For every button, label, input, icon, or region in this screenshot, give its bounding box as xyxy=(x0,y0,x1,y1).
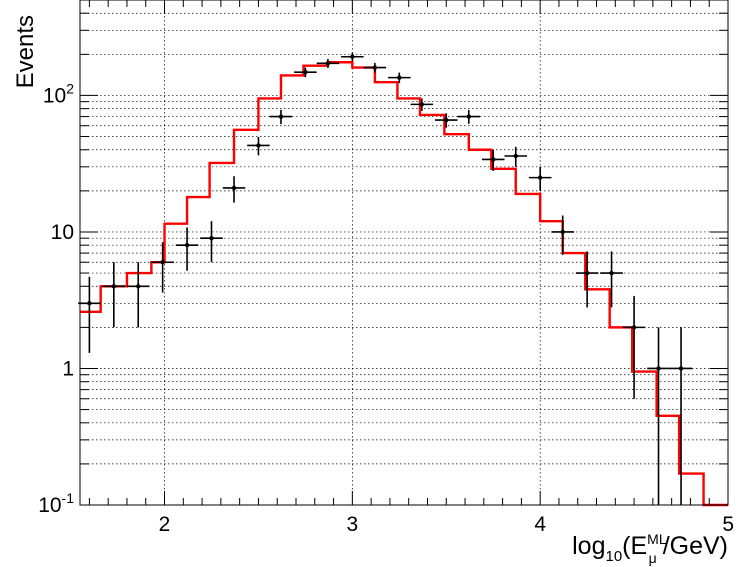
data-point xyxy=(647,327,670,505)
point-marker xyxy=(397,75,402,80)
x-label-energy: (E xyxy=(622,532,647,560)
grid-lines xyxy=(80,0,728,505)
point-marker xyxy=(513,153,518,159)
x-label-log: log xyxy=(572,532,605,560)
point-marker xyxy=(231,185,237,191)
x-tick-label: 4 xyxy=(534,513,546,536)
point-marker xyxy=(160,260,165,265)
point-marker xyxy=(325,61,331,66)
point-marker xyxy=(678,366,684,371)
y-tick-label: 102 xyxy=(43,80,74,107)
point-marker xyxy=(560,229,565,235)
point-marker xyxy=(537,175,543,180)
data-point xyxy=(200,221,223,263)
x-axis-label: log10(EML μ/GeV) xyxy=(572,531,728,566)
point-marker xyxy=(136,284,141,289)
y-axis-label: Events xyxy=(12,15,39,88)
x-tick-label: 3 xyxy=(347,513,359,536)
x-label-unit: /GeV) xyxy=(663,532,728,560)
data-points-series xyxy=(78,52,693,505)
data-point xyxy=(434,113,458,128)
x-tick-label: 2 xyxy=(159,513,171,536)
data-point xyxy=(528,166,552,191)
data-point xyxy=(294,67,317,78)
data-point xyxy=(410,98,434,111)
data-point xyxy=(388,72,411,84)
data-point xyxy=(457,110,481,124)
point-marker xyxy=(466,114,471,119)
data-point xyxy=(151,242,174,293)
point-marker xyxy=(184,242,190,248)
x-label-subscript: μ xyxy=(649,550,657,566)
histogram-step-line xyxy=(80,61,728,507)
axis-ticks xyxy=(80,0,729,506)
data-point xyxy=(269,109,293,125)
y-tick-label: 10-1 xyxy=(38,490,74,517)
point-marker xyxy=(87,301,92,306)
point-marker xyxy=(444,117,449,123)
point-marker xyxy=(631,325,637,330)
point-marker xyxy=(256,143,261,148)
point-marker xyxy=(350,54,355,59)
data-point xyxy=(575,251,599,308)
data-point xyxy=(175,227,199,271)
x-label-log-base: 10 xyxy=(605,548,622,565)
point-marker xyxy=(584,270,590,276)
data-point xyxy=(102,262,126,328)
point-marker xyxy=(609,270,614,276)
point-marker xyxy=(491,157,496,162)
point-marker xyxy=(656,366,661,371)
point-marker xyxy=(278,114,284,119)
data-point xyxy=(669,327,693,505)
data-point xyxy=(316,58,340,68)
point-marker xyxy=(303,69,308,75)
data-point xyxy=(600,251,623,308)
data-point xyxy=(247,137,270,156)
data-point xyxy=(341,52,364,62)
data-point xyxy=(363,62,387,73)
y-tick-label-exponent: -1 xyxy=(62,490,75,506)
x-tick-label: 5 xyxy=(722,513,734,536)
y-tick-label-exponent: 2 xyxy=(66,80,74,96)
y-tick-label: 10 xyxy=(51,221,74,244)
y-tick-label-base: 10 xyxy=(38,494,61,517)
point-marker xyxy=(419,102,425,107)
point-marker xyxy=(209,235,214,241)
x-label-superscript: ML xyxy=(647,531,667,547)
point-marker xyxy=(372,65,378,70)
data-point xyxy=(622,295,646,399)
data-point xyxy=(222,176,246,203)
y-tick-label-base: 10 xyxy=(43,84,66,107)
point-marker xyxy=(111,284,117,289)
data-point xyxy=(504,146,528,167)
histogram-series xyxy=(80,61,728,507)
data-point xyxy=(481,149,505,171)
data-point xyxy=(126,262,150,328)
y-tick-label: 1 xyxy=(62,357,74,380)
data-point xyxy=(551,215,574,255)
plot-frame xyxy=(79,0,729,506)
data-point xyxy=(78,276,101,353)
